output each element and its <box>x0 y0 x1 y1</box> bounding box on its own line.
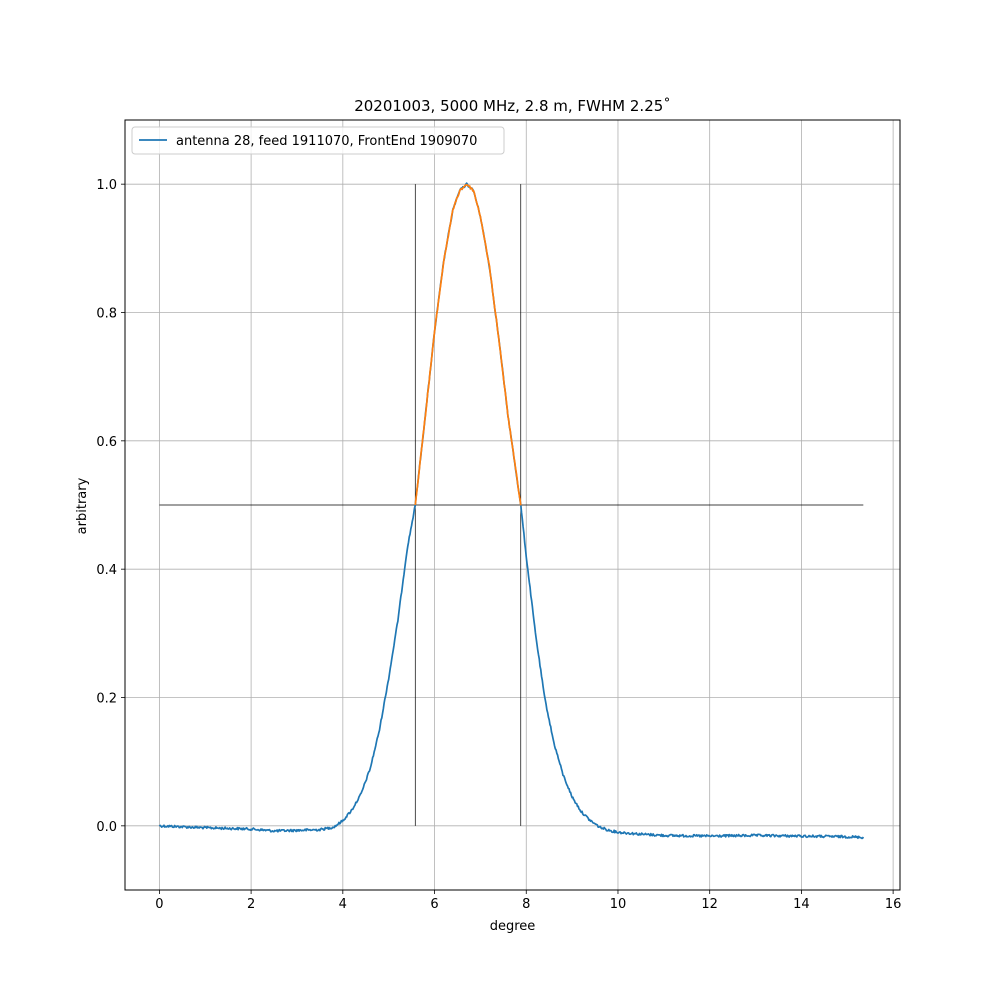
y-axis-label: arbitrary <box>75 477 90 534</box>
legend-entry: antenna 28, feed 1911070, FrontEnd 19090… <box>176 134 477 149</box>
x-tick-label: 16 <box>885 897 902 912</box>
legend-box <box>131 126 505 155</box>
x-tick-label: 2 <box>247 897 255 912</box>
plot-frame <box>124 119 901 891</box>
x-tick-label: 8 <box>522 897 530 912</box>
chart-title: 20201003, 5000 MHz, 2.8 m, FWHM 2.25˚ <box>354 97 671 115</box>
y-tick-label: 0.4 <box>96 563 117 578</box>
y-tick-label: 0.0 <box>96 820 117 835</box>
series-layer <box>158 182 865 840</box>
x-tick-label: 14 <box>793 897 810 912</box>
x-axis-label: degree <box>490 919 536 934</box>
x-tick-label: 6 <box>430 897 438 912</box>
y-tick-label: 1.0 <box>96 178 117 193</box>
x-tick-label: 0 <box>155 897 163 912</box>
y-tick-label: 0.6 <box>96 435 117 450</box>
legend: antenna 28, feed 1911070, FrontEnd 19090… <box>131 126 505 155</box>
x-tick-label: 4 <box>339 897 347 912</box>
y-tick-label: 0.8 <box>96 307 117 322</box>
series-line-1 <box>414 183 522 506</box>
y-tick-label: 0.2 <box>96 692 117 707</box>
x-tick-label: 10 <box>610 897 627 912</box>
x-axis: 0 2 4 6 8 10 12 14 16 <box>155 890 901 912</box>
grid <box>125 120 900 890</box>
x-tick-label: 12 <box>701 897 718 912</box>
y-axis: 0.0 0.2 0.4 0.6 0.8 1.0 <box>96 178 125 835</box>
